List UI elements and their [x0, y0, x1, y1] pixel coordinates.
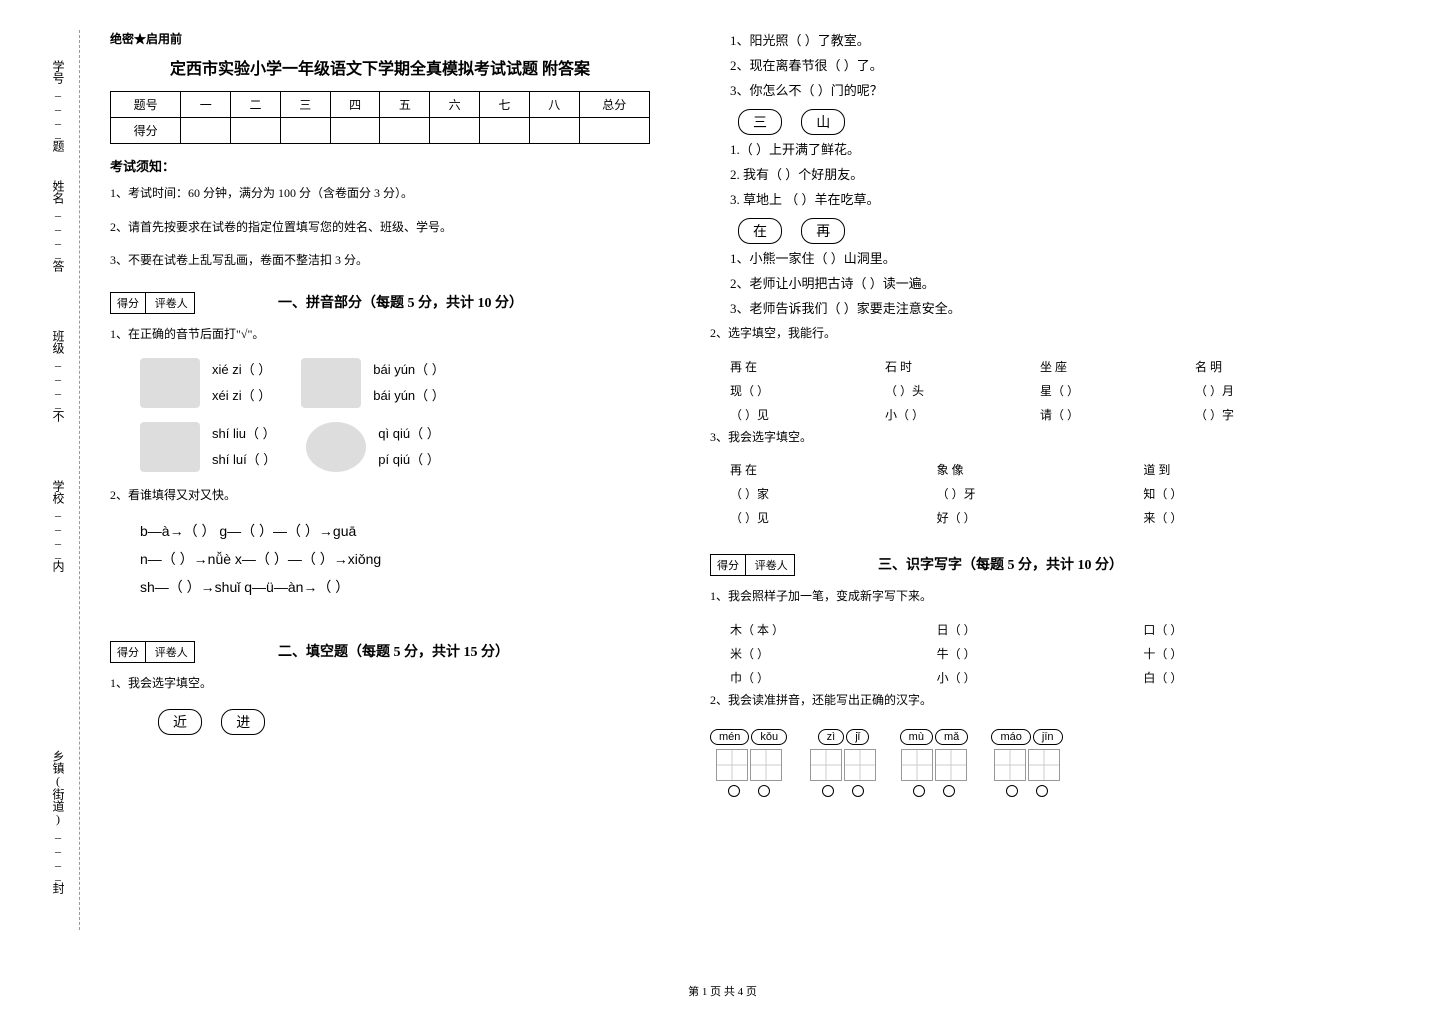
- cloud-icon: [301, 358, 361, 408]
- notice-heading: 考试须知：: [110, 156, 650, 175]
- pinyin-2b: qì qiú（ ） pí qiú（ ）: [378, 421, 439, 473]
- bubble-zai1: 在: [738, 218, 782, 244]
- section1-scorebox: 得分 评卷人: [110, 292, 195, 314]
- q3-r3: （ ）见 好（ ） 来（ ）: [730, 506, 1350, 530]
- s3-q1-r2: 米（ ） 牛（ ） 十（ ）: [730, 642, 1350, 666]
- s2-q3: 3、我会选字填空。: [710, 427, 1350, 449]
- q3-r2: （ ）家 （ ）牙 知（ ）: [730, 482, 1350, 506]
- th-6: 六: [430, 92, 480, 118]
- exam-title: 定西市实验小学一年级语文下学期全真模拟考试试题 附答案: [110, 55, 650, 79]
- q2-r1: 再 在 石 时 坐 座 名 明: [730, 355, 1350, 379]
- fill-2: n—（ ）→nǚè x—（ ）—（ ）→xiǒng: [140, 545, 650, 573]
- score-label: 得分: [111, 118, 181, 144]
- pair1-bubbles: 近 进: [150, 705, 650, 739]
- pair2-3: 3. 草地上 （ ）羊在吃草。: [730, 189, 1350, 208]
- th-4: 四: [330, 92, 380, 118]
- bubble-zai2: 再: [801, 218, 845, 244]
- pinyin-1a: xié zi（ ） xéi zi（ ）: [212, 357, 271, 409]
- bubble-san: 三: [738, 109, 782, 135]
- pinyin-2a: shí liu（ ） shí luí（ ）: [212, 421, 276, 473]
- th-9: 总分: [579, 92, 649, 118]
- bubble-jin1: 近: [158, 709, 202, 735]
- s2-q1: 1、我会选字填空。: [110, 673, 650, 695]
- notice-2: 2、请首先按要求在试卷的指定位置填写您的姓名、班级、学号。: [110, 217, 650, 239]
- th-1: 一: [181, 92, 231, 118]
- th-0: 题号: [111, 92, 181, 118]
- notice-1: 1、考试时间：60 分钟，满分为 100 分（含卷面分 3 分）。: [110, 183, 650, 205]
- pair2-2: 2. 我有（ ）个好朋友。: [730, 164, 1350, 183]
- page-footer: 第 1 页 共 4 页: [0, 983, 1445, 999]
- left-column: 绝密★启用前 定西市实验小学一年级语文下学期全真模拟考试试题 附答案 题号 一 …: [80, 30, 680, 930]
- binding-label-1: 学号____题: [50, 60, 67, 152]
- notice-3: 3、不要在试卷上乱写乱画，卷面不整洁扣 3 分。: [110, 250, 650, 272]
- pair3-2: 2、老师让小明把古诗（ ）读一遍。: [730, 273, 1350, 292]
- secret-label: 绝密★启用前: [110, 30, 650, 47]
- th-5: 五: [380, 92, 430, 118]
- binding-label-2: 姓名____答: [50, 180, 67, 272]
- pair3-1: 1、小熊一家住（ ）山洞里。: [730, 248, 1350, 267]
- s1-q2: 2、看谁填得又对又快。: [110, 485, 650, 507]
- pinyin-row-2: shí liu（ ） shí luí（ ） qì qiú（ ） pí qiú（ …: [140, 421, 650, 473]
- shoe-icon: [140, 358, 200, 408]
- binding-label-4: 学校____内: [50, 480, 67, 572]
- pinyin-1b: bái yún（ ） bái yún（ ）: [373, 357, 445, 409]
- score-table: 题号 一 二 三 四 五 六 七 八 总分 得分: [110, 91, 650, 144]
- q3-r1: 再 在 象 像 道 到: [730, 458, 1350, 482]
- section2-scorebox: 得分 评卷人: [110, 641, 195, 663]
- pinyin-write-row: mén kǒu zì jǐ mù mǎ: [710, 721, 1350, 805]
- s1-q1: 1、在正确的音节后面打"√"。: [110, 324, 650, 346]
- pair2-bubbles: 三 山: [730, 105, 1350, 139]
- pair3-bubbles: 在 再: [730, 214, 1350, 248]
- pair3-3: 3、老师告诉我们（ ）家要走注意安全。: [730, 298, 1350, 317]
- s3-q2: 2、我会读准拼音，还能写出正确的汉字。: [710, 690, 1350, 712]
- write-group-1: mén kǒu: [710, 729, 787, 797]
- scorebox-score: 得分: [111, 293, 146, 313]
- binding-label-5: 乡镇(街道)____封: [50, 750, 67, 894]
- page-container: 学号____题 姓名____答 班级____不 学校____内 乡镇(街道)__…: [0, 0, 1445, 960]
- th-8: 八: [529, 92, 579, 118]
- s2-q2: 2、选字填空，我能行。: [710, 323, 1350, 345]
- right-column: 1、阳光照（ ）了教室。 2、现在离春节很（ ）了。 3、你怎么不（ ）门的呢？…: [680, 30, 1380, 930]
- write-group-2: zì jǐ: [810, 729, 876, 797]
- q2-r3: （ ）见 小（ ） 请（ ） （ ）字: [730, 403, 1350, 427]
- fill-1: b—à→（ ） g—（ ）—（ ）→guā: [140, 517, 650, 545]
- th-3: 三: [280, 92, 330, 118]
- balloon-icon: [306, 422, 366, 472]
- th-7: 七: [480, 92, 530, 118]
- bubble-jin2: 进: [221, 709, 265, 735]
- th-2: 二: [231, 92, 281, 118]
- pair2-1: 1.（ ）上开满了鲜花。: [730, 139, 1350, 158]
- pinyin-row-1: xié zi（ ） xéi zi（ ） bái yún（ ） bái yún（ …: [140, 357, 650, 409]
- pair1-2: 2、现在离春节很（ ）了。: [730, 55, 1350, 74]
- section3-scorebox: 得分 评卷人: [710, 554, 795, 576]
- section3-title: 三、识字写字（每题 5 分，共计 10 分）: [878, 554, 1123, 574]
- write-group-3: mù mǎ: [900, 729, 969, 797]
- section2-title: 二、填空题（每题 5 分，共计 15 分）: [278, 641, 509, 661]
- section1-title: 一、拼音部分（每题 5 分，共计 10 分）: [278, 292, 523, 312]
- write-group-4: máo jīn: [991, 729, 1062, 797]
- q2-r2: 现（ ） （ ）头 星（ ） （ ）月: [730, 379, 1350, 403]
- pair1-3: 3、你怎么不（ ）门的呢？: [730, 80, 1350, 99]
- fill-3: sh—（ ）→shuǐ q—ü—àn→（ ）: [140, 573, 650, 601]
- s3-q1: 1、我会照样子加一笔，变成新字写下来。: [710, 586, 1350, 608]
- pomegranate-icon: [140, 422, 200, 472]
- scorebox-marker: 评卷人: [149, 293, 194, 313]
- pair1-1: 1、阳光照（ ）了教室。: [730, 30, 1350, 49]
- s3-q1-r3: 巾（ ） 小（ ） 白（ ）: [730, 666, 1350, 690]
- bubble-shan: 山: [801, 109, 845, 135]
- s3-q1-r1: 木（ 本 ） 日（ ） 口（ ）: [730, 618, 1350, 642]
- binding-strip: 学号____题 姓名____答 班级____不 学校____内 乡镇(街道)__…: [40, 30, 80, 930]
- binding-label-3: 班级____不: [50, 330, 67, 422]
